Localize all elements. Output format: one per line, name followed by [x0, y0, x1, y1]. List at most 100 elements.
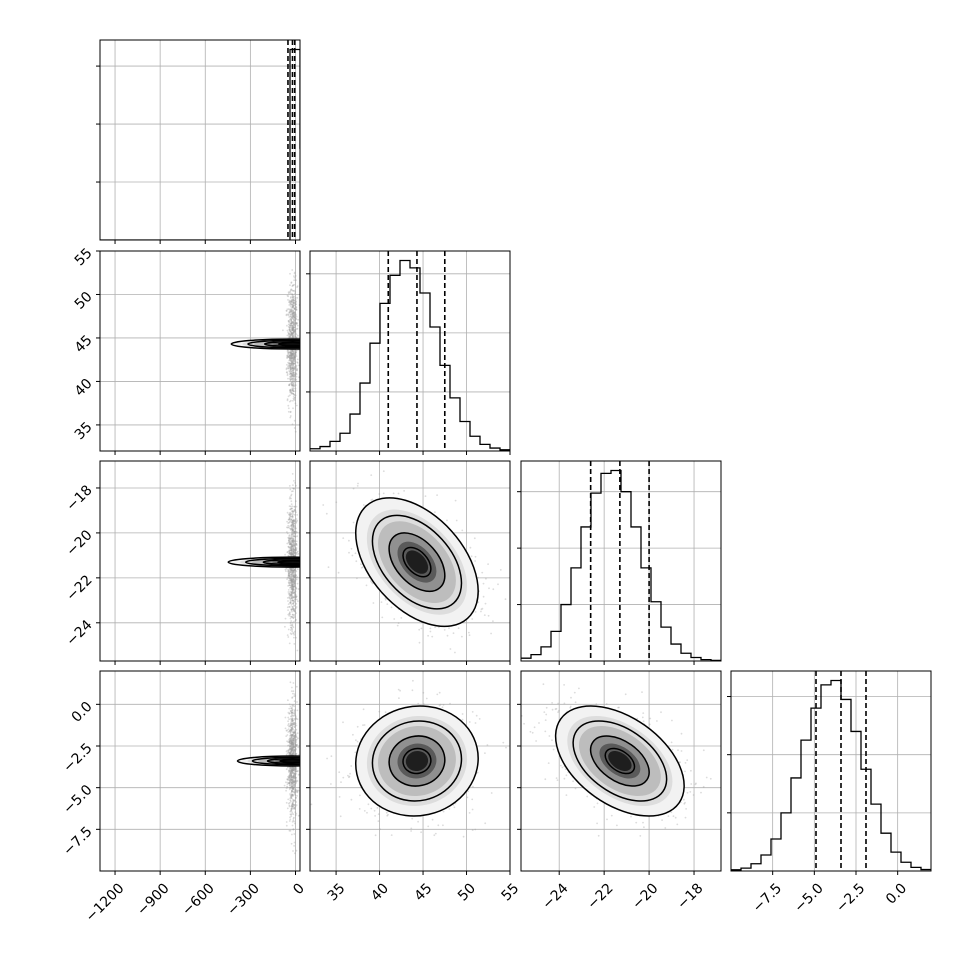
sample-point [292, 388, 294, 390]
sample-point [286, 531, 288, 533]
sample-point [294, 319, 296, 322]
sample-point [290, 773, 293, 776]
sample-point [292, 737, 295, 740]
sample-point [295, 744, 298, 747]
sample-point [365, 584, 368, 587]
sample-point [290, 809, 293, 812]
sample-point [288, 740, 291, 742]
sample-point [293, 751, 296, 754]
sample-point [297, 753, 300, 756]
sample-point [293, 781, 296, 784]
sample-point [293, 643, 296, 645]
sample-point [291, 782, 294, 785]
sample-point [293, 806, 296, 809]
sample-point [294, 378, 297, 380]
sample-point [292, 569, 295, 572]
sample-point [294, 574, 297, 577]
sample-point [287, 574, 290, 577]
sample-point [347, 774, 349, 777]
sample-point [288, 574, 290, 576]
sample-point [291, 359, 294, 362]
sample-point [417, 702, 420, 705]
sample-point [293, 791, 295, 793]
contour-line [371, 720, 463, 802]
sample-point [296, 519, 298, 522]
sample-point [291, 545, 294, 547]
sample-point [288, 801, 291, 804]
sample-point [294, 569, 297, 572]
sample-point [292, 580, 295, 583]
sample-point [288, 776, 290, 779]
sample-point [293, 527, 296, 529]
sample-point [287, 777, 290, 780]
sample-point [325, 512, 328, 515]
sample-point [291, 769, 293, 772]
sample-point [291, 616, 294, 619]
sample-point [292, 780, 295, 782]
sample-point [290, 336, 293, 339]
sample-point [289, 372, 292, 374]
sample-point [291, 313, 294, 315]
sample-point [293, 588, 296, 591]
sample-point [292, 741, 295, 744]
sample-point [482, 582, 485, 585]
sample-point [288, 365, 291, 368]
sample-point [285, 570, 287, 572]
sample-point [292, 804, 295, 807]
sample-point [292, 588, 295, 590]
sample-point [288, 784, 291, 786]
sample-point [290, 574, 293, 576]
sample-point [288, 829, 291, 832]
sample-point [295, 520, 298, 523]
sample-point [290, 582, 293, 584]
sample-point [291, 377, 294, 380]
sample-point [294, 303, 297, 306]
sample-point [293, 592, 296, 595]
sample-point [354, 552, 357, 555]
sample-point [292, 309, 294, 312]
sample-point [289, 772, 292, 775]
sample-point [290, 714, 293, 717]
sample-point [290, 579, 293, 582]
sample-point [289, 553, 292, 556]
sample-point [286, 373, 289, 375]
sample-point [290, 316, 293, 319]
sample-point [296, 649, 299, 652]
sample-point [397, 622, 400, 624]
sample-point [290, 350, 293, 353]
sample-point [294, 746, 297, 748]
sample-point [291, 719, 294, 722]
sample-point [291, 628, 294, 631]
sample-point [288, 312, 291, 314]
sample-point [290, 593, 293, 596]
sample-point [292, 520, 295, 523]
sample-point [291, 545, 293, 548]
sample-point [291, 355, 294, 358]
sample-point [293, 789, 296, 792]
sample-point [293, 350, 296, 353]
sample-point [384, 711, 387, 714]
sample-point [399, 689, 401, 692]
sample-point [287, 572, 290, 574]
sample-point [293, 579, 296, 582]
sample-point [291, 745, 293, 748]
sample-point [290, 507, 293, 510]
sample-point [292, 728, 294, 730]
sample-point [370, 807, 373, 810]
sample-point [290, 370, 292, 373]
sample-point [474, 722, 477, 724]
sample-point [290, 808, 293, 811]
sample-point [295, 522, 298, 524]
sample-point [291, 782, 294, 785]
sample-point [293, 751, 296, 754]
sample-point [294, 355, 296, 358]
sample-point [431, 818, 434, 821]
sample-point [291, 389, 293, 392]
sample-point [291, 748, 294, 750]
sample-point [294, 593, 297, 596]
sample-point [295, 404, 298, 407]
sample-point [294, 330, 297, 333]
sample-point [287, 572, 290, 575]
sample-point [291, 711, 293, 714]
sample-point [291, 527, 293, 530]
